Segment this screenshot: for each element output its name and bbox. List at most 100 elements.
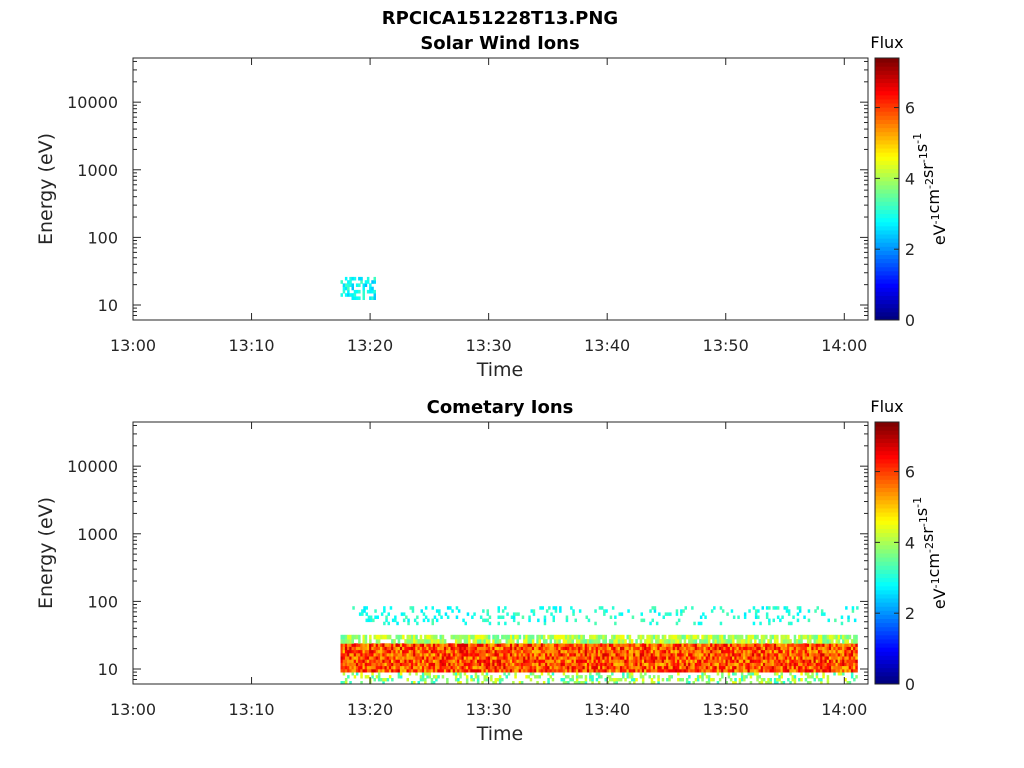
flux-bin bbox=[806, 675, 810, 679]
flux-bin bbox=[426, 662, 429, 667]
flux-bin bbox=[355, 662, 359, 667]
flux-bin bbox=[450, 662, 453, 667]
flux-bin bbox=[617, 662, 621, 667]
flux-bin bbox=[391, 662, 394, 667]
flux-bin bbox=[736, 634, 739, 640]
colorbar-swatch bbox=[875, 152, 899, 157]
flux-bin bbox=[487, 649, 491, 654]
flux-bin bbox=[454, 643, 458, 647]
flux-bin bbox=[826, 634, 830, 640]
flux-bin bbox=[578, 681, 581, 685]
flux-bin bbox=[408, 634, 412, 640]
unit-base: eV bbox=[930, 588, 949, 609]
flux-bin bbox=[402, 634, 405, 640]
flux-bin bbox=[492, 649, 495, 654]
flux-bin bbox=[527, 652, 530, 657]
flux-bin bbox=[463, 646, 467, 651]
flux-bin bbox=[617, 639, 621, 644]
flux-bin bbox=[355, 646, 359, 651]
flux-bin bbox=[760, 678, 764, 682]
flux-bin bbox=[344, 652, 348, 657]
flux-bin bbox=[402, 652, 405, 657]
flux-bin bbox=[807, 618, 811, 623]
flux-bin bbox=[635, 678, 638, 682]
flux-bin bbox=[789, 652, 792, 657]
flux-bin bbox=[804, 668, 808, 673]
flux-bin bbox=[694, 639, 698, 644]
flux-bin bbox=[639, 659, 643, 663]
flux-bin bbox=[646, 659, 649, 663]
flux-bin bbox=[342, 659, 346, 663]
flux-bin bbox=[360, 643, 363, 647]
flux-bin bbox=[615, 649, 618, 654]
flux-bin bbox=[644, 662, 647, 667]
flux-bin bbox=[496, 639, 500, 644]
flux-bin bbox=[371, 656, 374, 660]
flux-bin bbox=[778, 662, 781, 667]
flux-bin bbox=[549, 662, 552, 667]
flux-bin bbox=[571, 675, 574, 679]
flux-bin bbox=[536, 646, 539, 651]
flux-bin bbox=[408, 656, 412, 660]
flux-bin bbox=[411, 606, 415, 610]
flux-bin bbox=[397, 675, 401, 679]
flux-bin bbox=[342, 639, 346, 644]
flux-bin bbox=[386, 652, 390, 657]
flux-bin bbox=[657, 665, 660, 670]
flux-bin bbox=[391, 659, 394, 663]
flux-bin bbox=[497, 609, 500, 613]
flux-bin bbox=[464, 621, 467, 626]
flux-bin bbox=[369, 643, 372, 647]
flux-bin bbox=[490, 675, 493, 679]
flux-bin bbox=[758, 665, 761, 670]
flux-bin bbox=[692, 649, 695, 654]
flux-bin bbox=[674, 659, 678, 663]
flux-bin bbox=[639, 639, 643, 644]
flux-bin bbox=[853, 634, 856, 640]
flux-bin bbox=[474, 672, 478, 676]
flux-bin bbox=[595, 639, 599, 644]
flux-bin bbox=[701, 665, 704, 670]
flux-bin bbox=[483, 662, 486, 667]
flux-bin bbox=[424, 615, 428, 619]
flux-bin bbox=[516, 652, 519, 657]
flux-bin bbox=[765, 668, 768, 673]
flux-bin bbox=[740, 678, 744, 682]
flux-bin bbox=[358, 283, 361, 287]
flux-bin bbox=[822, 665, 825, 670]
flux-bin bbox=[789, 665, 792, 670]
flux-bin bbox=[487, 656, 491, 660]
flux-bin bbox=[426, 659, 429, 663]
flux-bin bbox=[725, 662, 728, 667]
flux-bin bbox=[393, 665, 396, 670]
flux-bin bbox=[769, 639, 772, 644]
flux-bin bbox=[567, 662, 570, 667]
flux-bin bbox=[707, 649, 711, 654]
flux-bin bbox=[611, 678, 614, 682]
flux-bin bbox=[597, 668, 601, 673]
flux-bin bbox=[384, 656, 387, 660]
flux-bin bbox=[380, 649, 383, 654]
flux-bin bbox=[428, 659, 431, 663]
panel-title: Solar Wind Ions bbox=[420, 33, 579, 54]
colorbar-swatch bbox=[875, 107, 899, 112]
flux-bin bbox=[594, 621, 597, 626]
flux-bin bbox=[571, 652, 574, 657]
flux-bin bbox=[448, 659, 451, 663]
flux-bin bbox=[485, 672, 489, 676]
flux-bin bbox=[792, 615, 795, 619]
flux-bin bbox=[575, 634, 579, 640]
flux-bin bbox=[670, 662, 673, 667]
flux-bin bbox=[655, 656, 658, 660]
flux-bin bbox=[800, 643, 803, 647]
flux-bin bbox=[413, 662, 416, 667]
flux-bin bbox=[591, 646, 594, 651]
flux-bin bbox=[349, 283, 352, 287]
flux-bin bbox=[518, 649, 522, 654]
flux-bin bbox=[362, 283, 365, 287]
flux-bin bbox=[727, 662, 731, 667]
flux-bin bbox=[366, 656, 370, 660]
colorbar-swatch bbox=[875, 189, 899, 194]
flux-bin bbox=[822, 646, 825, 651]
flux-bin bbox=[366, 668, 370, 673]
